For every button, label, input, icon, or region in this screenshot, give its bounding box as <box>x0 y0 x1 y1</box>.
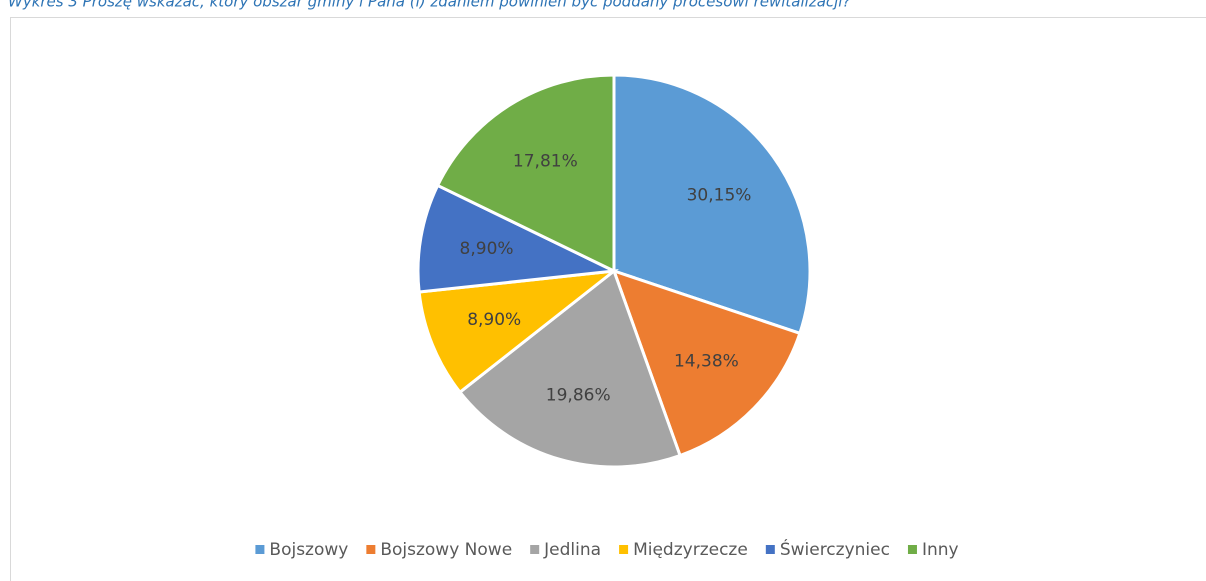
legend-swatch <box>907 545 917 554</box>
data-label: 8,90% <box>467 310 521 330</box>
legend-label: Inny <box>922 540 959 560</box>
legend-swatch <box>255 545 265 554</box>
legend-swatch <box>366 545 376 554</box>
legend-swatch <box>765 545 775 554</box>
pie-slice <box>612 73 812 336</box>
legend-swatch <box>619 545 629 554</box>
legend-label: Międzyrzecze <box>633 540 748 560</box>
pie-slice <box>435 73 616 274</box>
data-label: 17,81% <box>513 151 578 171</box>
legend-label: Jedlina <box>543 540 601 560</box>
chart-title: Wykres 3 Proszę wskazać, który obszar gm… <box>8 0 850 11</box>
data-label: 14,38% <box>674 352 739 372</box>
data-label: 8,90% <box>460 239 514 259</box>
legend-label: Bojszowy <box>269 540 348 560</box>
pie-slice <box>417 268 620 395</box>
pie-slice <box>457 268 682 469</box>
pie-slice <box>611 268 802 458</box>
data-label: 19,86% <box>546 385 611 405</box>
legend-label: Świerczyniec <box>780 538 890 560</box>
legend-swatch <box>530 545 540 554</box>
data-label: 30,15% <box>687 185 752 205</box>
legend-label: Bojszowy Nowe <box>380 540 512 560</box>
pie-slice <box>416 183 620 294</box>
